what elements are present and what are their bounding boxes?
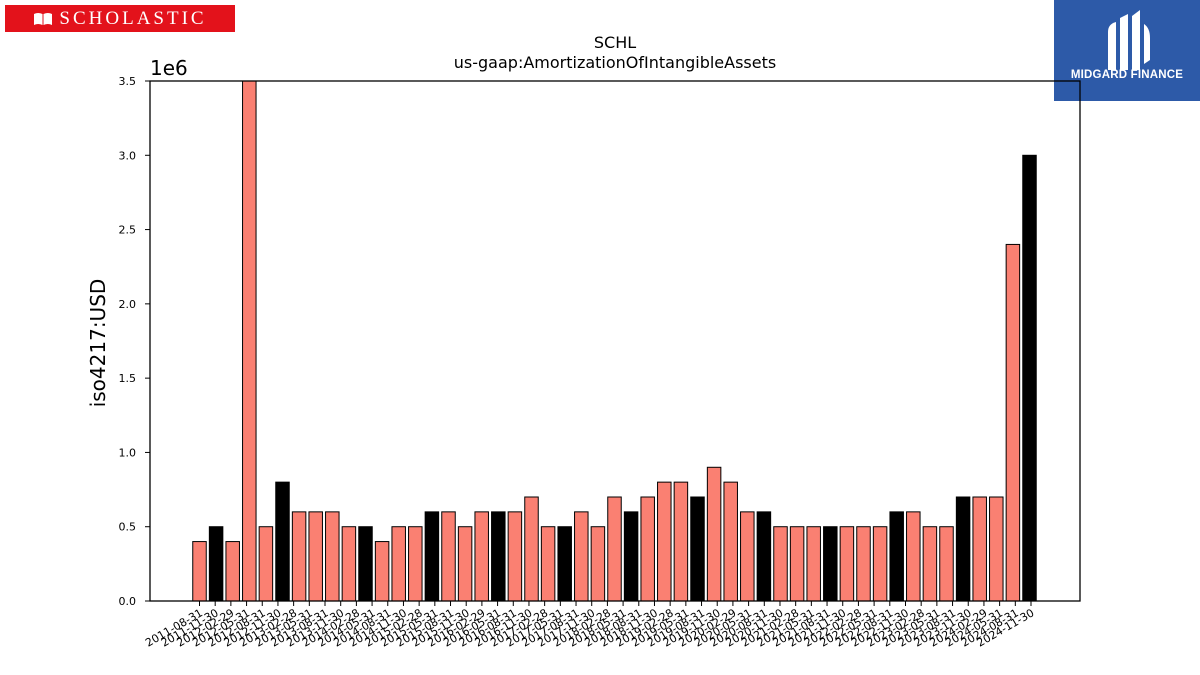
bar-37 — [806, 526, 821, 602]
bar-42 — [889, 511, 904, 602]
bar-14 — [424, 511, 440, 602]
bar-30 — [690, 496, 705, 602]
bar-5 — [275, 481, 290, 602]
bar-6 — [291, 511, 307, 602]
bar-33 — [740, 511, 755, 602]
scholastic-logo: SCHOLASTIC — [5, 5, 235, 32]
bar-48 — [989, 496, 1004, 602]
midgard-finance-logo: MIDGARD FINANCE — [1054, 0, 1200, 101]
bar-29 — [673, 481, 689, 602]
midgard-finance-logo-text: MIDGARD FINANCE — [1070, 69, 1184, 81]
y-tick-label-2: 1.0 — [119, 446, 137, 459]
y-tick-label-1: 0.5 — [119, 521, 137, 534]
open-book-icon — [34, 12, 53, 25]
bar-31 — [706, 466, 722, 602]
bar-11 — [374, 541, 390, 602]
y-offset-label: 1e6 — [150, 56, 188, 80]
y-tick-label-6: 3.0 — [119, 149, 137, 162]
plot-frame — [149, 80, 1081, 602]
bar-38 — [823, 526, 838, 602]
bar-21 — [540, 526, 556, 602]
bar-17 — [474, 511, 489, 602]
bar-1 — [208, 526, 224, 602]
bar-2 — [225, 541, 240, 602]
bar-25 — [607, 496, 622, 602]
bar-50 — [1022, 154, 1037, 602]
bar-32 — [723, 481, 738, 602]
bar-12 — [391, 526, 406, 602]
bar-39 — [839, 526, 855, 602]
bar-10 — [358, 526, 373, 602]
bar-36 — [789, 526, 805, 602]
bar-49 — [1005, 243, 1021, 602]
bars-group — [192, 80, 1037, 602]
bar-8 — [325, 511, 340, 602]
y-tick-label-5: 2.5 — [119, 224, 137, 237]
bar-20 — [524, 496, 539, 602]
bar-35 — [773, 526, 788, 602]
bar-16 — [457, 526, 473, 602]
bar-28 — [657, 481, 672, 602]
bar-45 — [939, 526, 954, 602]
y-tick-label-3: 1.5 — [119, 372, 137, 385]
chart-title: SCHL — [594, 33, 636, 52]
bar-44 — [922, 526, 938, 602]
bar-13 — [408, 526, 423, 602]
bar-4 — [258, 526, 274, 602]
bar-9 — [341, 526, 357, 602]
bar-18 — [491, 511, 506, 602]
y-axis-label: iso4217:USD — [86, 279, 110, 408]
bar-23 — [574, 511, 589, 602]
chart-subtitle: us-gaap:AmortizationOfIntangibleAssets — [454, 53, 776, 72]
bar-46 — [955, 496, 971, 602]
bar-47 — [972, 496, 987, 602]
bar-41 — [872, 526, 888, 602]
bar-0 — [192, 541, 207, 602]
y-tick-label-7: 3.5 — [119, 75, 137, 88]
bar-7 — [308, 511, 323, 602]
y-ticks-group: 0.0 0.5 1.0 1.5 2.0 2.5 3.0 3.5 — [119, 75, 150, 608]
bar-15 — [441, 511, 456, 602]
bar-22 — [557, 526, 572, 602]
y-tick-label-0: 0.0 — [119, 595, 137, 608]
bar-27 — [640, 496, 655, 602]
scholastic-logo-text: SCHOLASTIC — [59, 7, 207, 29]
bar-19 — [507, 511, 523, 602]
x-ticks-group: 2011-08-312011-11-302012-02-292012-05-31… — [143, 601, 1037, 650]
bar-26 — [623, 511, 639, 602]
bar-34 — [756, 511, 772, 602]
bar-24 — [590, 526, 606, 602]
bar-3 — [242, 80, 257, 602]
bar-40 — [856, 526, 871, 602]
midgard-mark-icon — [1108, 10, 1150, 70]
bar-43 — [906, 511, 921, 602]
y-tick-label-4: 2.0 — [119, 298, 137, 311]
